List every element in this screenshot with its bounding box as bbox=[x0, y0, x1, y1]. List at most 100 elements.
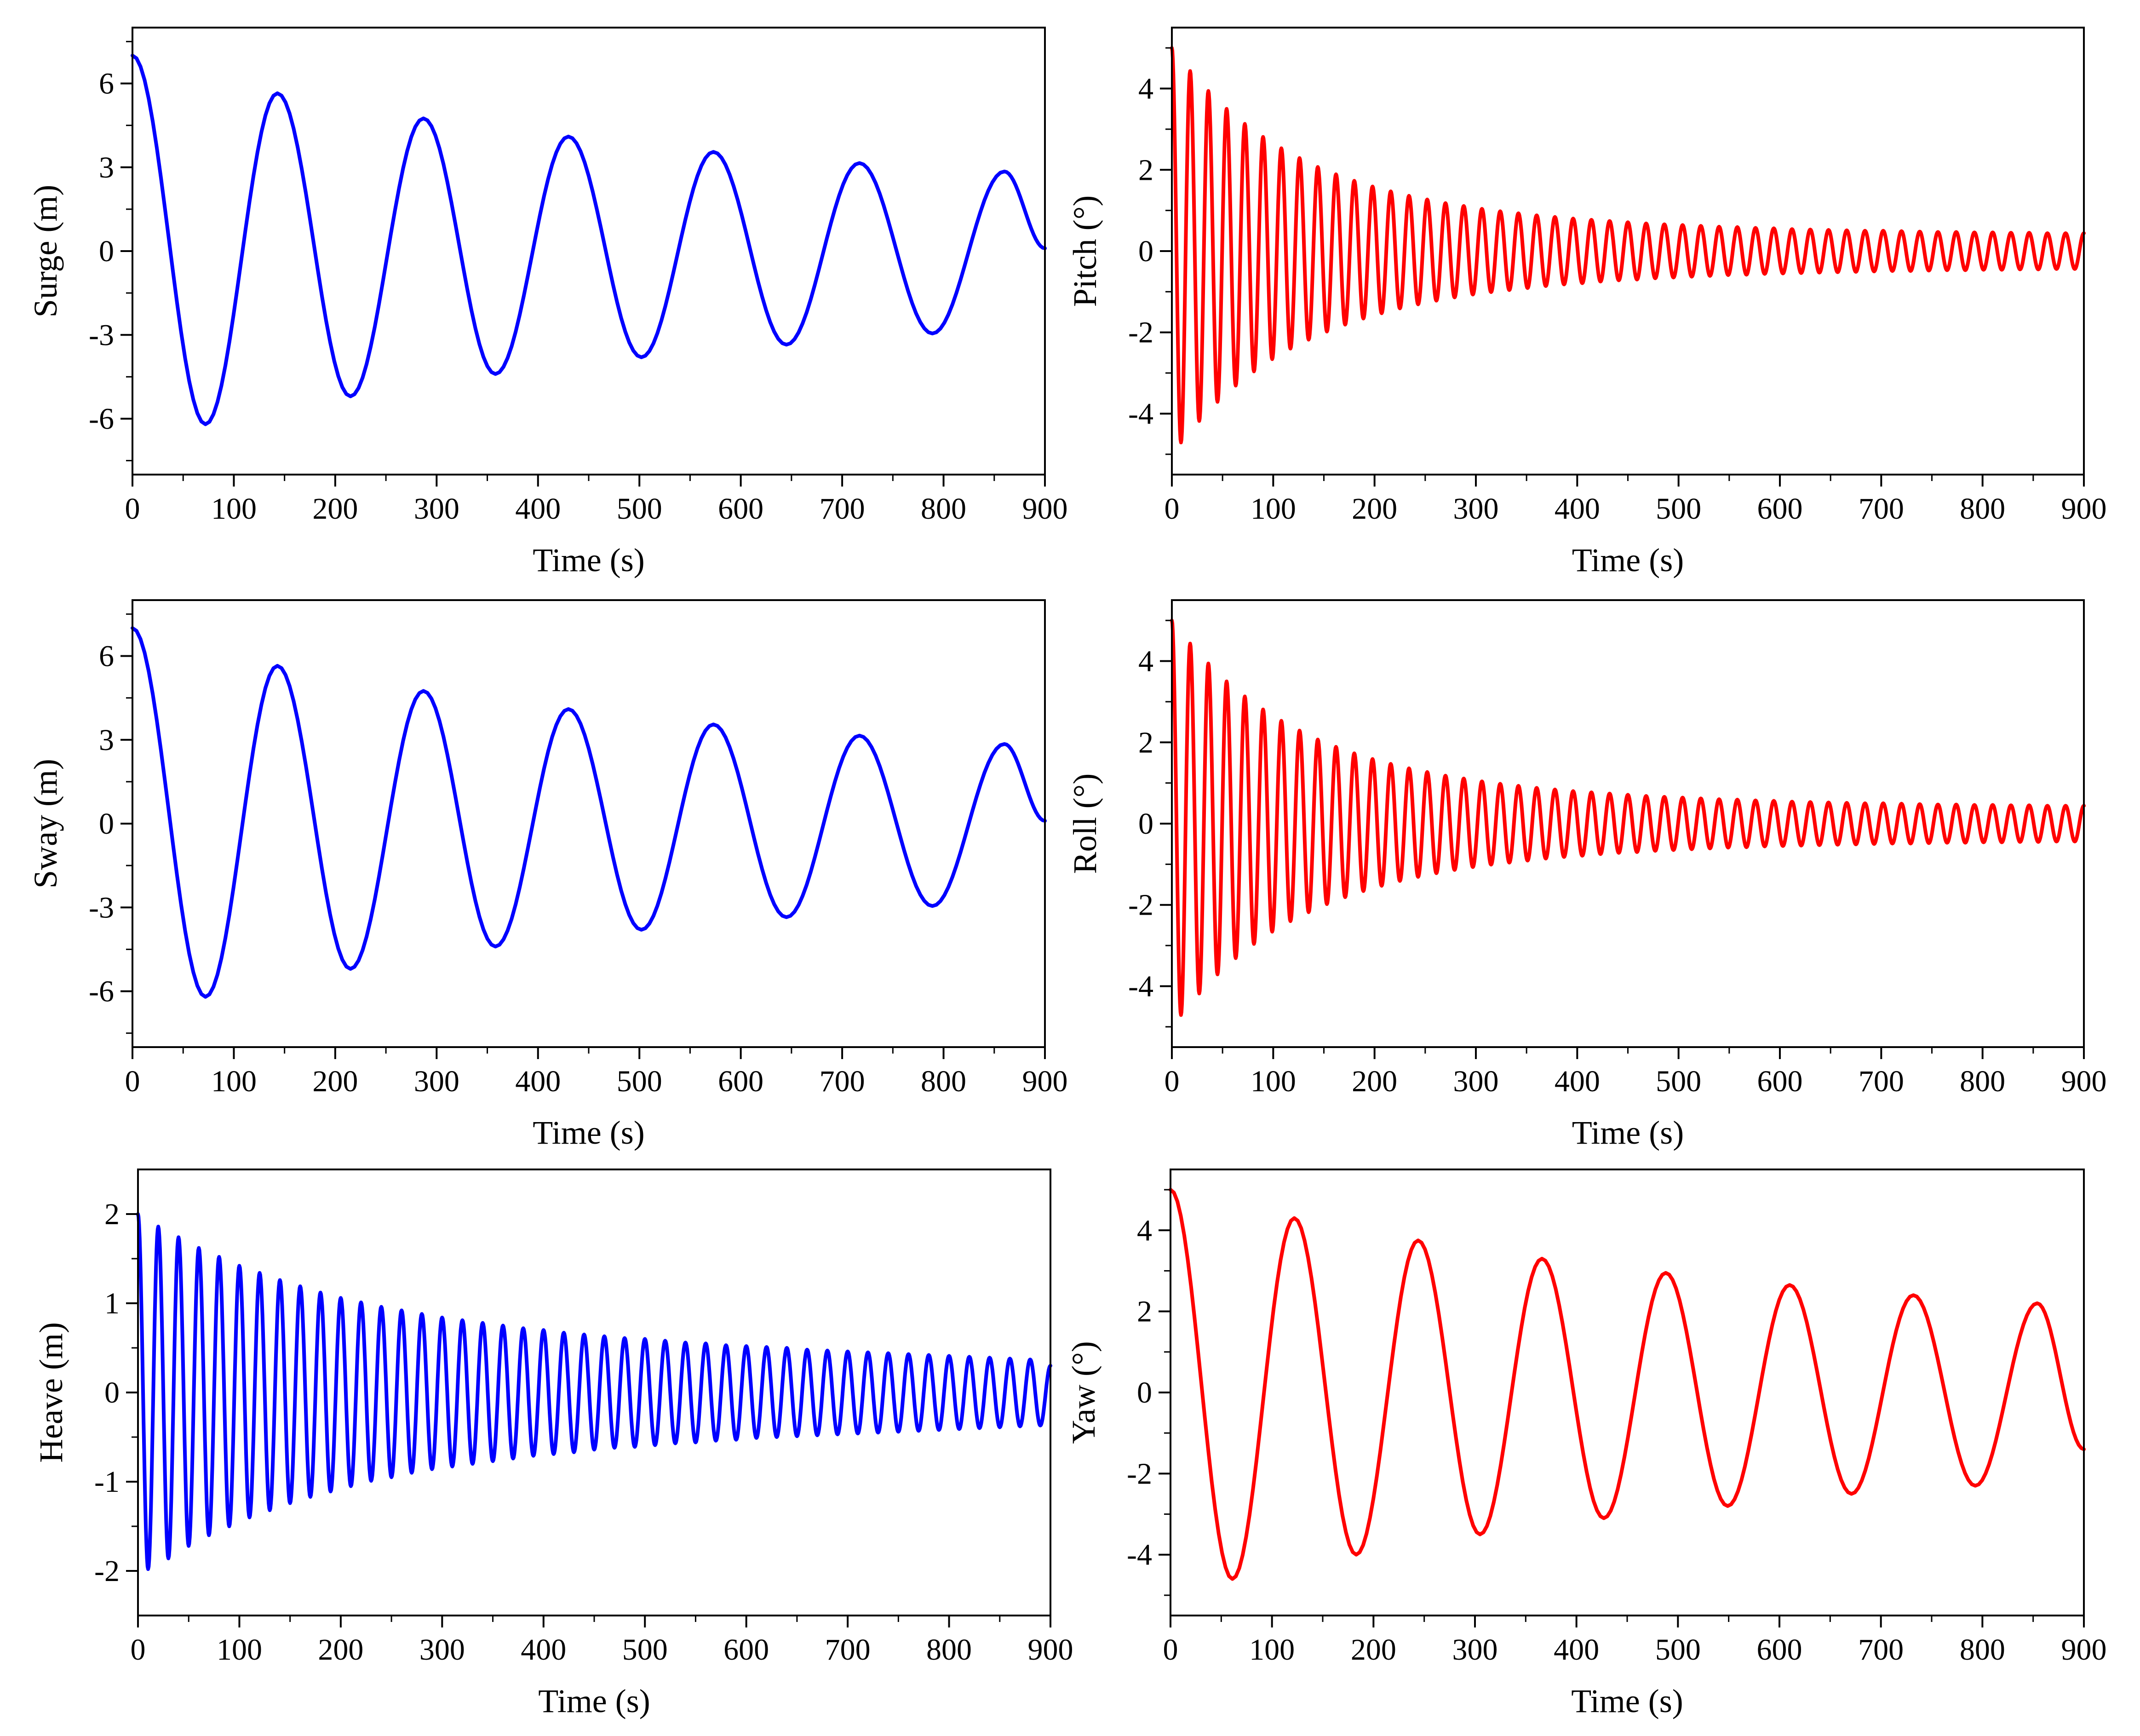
x-tick-label: 400 bbox=[515, 492, 561, 526]
x-tick-label: 0 bbox=[125, 492, 140, 526]
x-tick-label: 900 bbox=[2061, 1065, 2107, 1098]
x-tick-label: 100 bbox=[217, 1633, 262, 1667]
y-axis-title: Pitch (°) bbox=[1067, 195, 1103, 307]
x-tick-label: 400 bbox=[1555, 492, 1600, 526]
x-tick-label: 500 bbox=[1656, 492, 1701, 526]
y-tick-label: 0 bbox=[1138, 235, 1153, 268]
y-tick-label: 3 bbox=[99, 723, 114, 757]
x-tick-label: 500 bbox=[622, 1633, 668, 1667]
series-line bbox=[131, 53, 1047, 426]
y-tick-label: 0 bbox=[99, 807, 114, 841]
x-tick-label: 600 bbox=[1757, 1633, 1802, 1667]
x-tick-label: 700 bbox=[1859, 492, 1904, 526]
series-line bbox=[1170, 46, 2086, 445]
chart-panel: 0 100 200 300 400 500 600 700 800 900 -2 -1 0 1 2 Time … bbox=[33, 1169, 1073, 1719]
x-tick-label: 200 bbox=[1352, 1065, 1397, 1098]
x-tick-label: 600 bbox=[718, 1065, 763, 1098]
x-axis-title: Time (s) bbox=[1572, 542, 1684, 579]
series-line bbox=[136, 1212, 1052, 1571]
x-tick-label: 900 bbox=[1022, 492, 1068, 526]
x-tick-label: 200 bbox=[312, 492, 358, 526]
x-axis-title: Time (s) bbox=[1571, 1683, 1683, 1719]
chart-panel: 0 100 200 300 400 500 600 700 800 900 -4 -2 0 2 4 Time … bbox=[1067, 27, 2107, 579]
y-tick-label: -3 bbox=[89, 891, 114, 924]
x-tick-label: 400 bbox=[515, 1065, 561, 1098]
x-tick-label: 500 bbox=[1656, 1065, 1701, 1098]
x-tick-label: 800 bbox=[921, 492, 966, 526]
y-tick-label: -6 bbox=[89, 402, 114, 436]
y-tick-label: -4 bbox=[1128, 397, 1153, 430]
x-tick-label: 500 bbox=[617, 1065, 662, 1098]
plot-frame bbox=[1170, 1169, 2085, 1616]
y-tick-label: -2 bbox=[1128, 888, 1153, 922]
x-tick-label: 700 bbox=[825, 1633, 871, 1667]
x-tick-label: 800 bbox=[1960, 492, 2005, 526]
x-tick-label: 0 bbox=[125, 1065, 140, 1098]
x-axis-title: Time (s) bbox=[1572, 1114, 1684, 1151]
y-tick-label: 1 bbox=[104, 1287, 120, 1320]
x-tick-label: 700 bbox=[820, 492, 865, 526]
x-tick-label: 500 bbox=[1655, 1633, 1701, 1667]
y-tick-label: 2 bbox=[1138, 726, 1153, 759]
series-line bbox=[1170, 619, 2086, 1017]
x-tick-label: 200 bbox=[1351, 1633, 1396, 1667]
series-line bbox=[1169, 1188, 2086, 1581]
x-tick-label: 0 bbox=[1165, 1065, 1180, 1098]
x-axis-title: Time (s) bbox=[533, 542, 644, 579]
x-tick-label: 600 bbox=[718, 492, 763, 526]
chart-panel: 0 100 200 300 400 500 600 700 800 900 -4 -2 0 2 4 Time … bbox=[1067, 599, 2107, 1151]
y-tick-label: -2 bbox=[94, 1554, 120, 1588]
x-tick-label: 800 bbox=[1960, 1065, 2005, 1098]
x-tick-label: 600 bbox=[723, 1633, 769, 1667]
y-tick-label: -3 bbox=[89, 318, 114, 352]
plot-frame bbox=[1171, 27, 2085, 476]
y-axis-title: Sway (m) bbox=[27, 759, 64, 888]
x-tick-label: 300 bbox=[419, 1633, 465, 1667]
x-tick-label: 100 bbox=[1251, 492, 1296, 526]
y-tick-label: 2 bbox=[104, 1197, 120, 1231]
y-tick-label: 4 bbox=[1138, 645, 1153, 678]
y-tick-label: -2 bbox=[1128, 316, 1153, 349]
x-tick-label: 400 bbox=[1554, 1633, 1599, 1667]
y-tick-label: 2 bbox=[1138, 153, 1153, 187]
x-tick-label: 400 bbox=[521, 1633, 566, 1667]
plot-frame bbox=[132, 599, 1046, 1048]
plot-frame bbox=[132, 27, 1046, 476]
y-tick-label: -4 bbox=[1127, 1538, 1152, 1572]
x-axis-title: Time (s) bbox=[538, 1683, 650, 1719]
x-tick-label: 100 bbox=[1249, 1633, 1295, 1667]
x-tick-label: 400 bbox=[1555, 1065, 1600, 1098]
chart-panel: 0 100 200 300 400 500 600 700 800 900 -4 -2 0 2 4 Time … bbox=[1065, 1169, 2107, 1719]
x-tick-label: 600 bbox=[1757, 1065, 1803, 1098]
y-tick-label: 0 bbox=[1138, 807, 1153, 841]
y-tick-label: -6 bbox=[89, 975, 114, 1008]
x-tick-label: 200 bbox=[1352, 492, 1397, 526]
x-axis-title: Time (s) bbox=[533, 1114, 644, 1151]
x-tick-label: 900 bbox=[1022, 1065, 1068, 1098]
y-tick-label: 0 bbox=[104, 1376, 120, 1409]
x-tick-label: 800 bbox=[1960, 1633, 2005, 1667]
x-tick-label: 0 bbox=[1163, 1633, 1178, 1667]
x-tick-label: 900 bbox=[2061, 1633, 2107, 1667]
x-tick-label: 0 bbox=[131, 1633, 146, 1667]
x-tick-label: 700 bbox=[1858, 1633, 1904, 1667]
x-tick-label: 600 bbox=[1757, 492, 1803, 526]
x-tick-label: 200 bbox=[312, 1065, 358, 1098]
x-tick-label: 300 bbox=[414, 492, 459, 526]
x-tick-label: 800 bbox=[921, 1065, 966, 1098]
y-tick-label: -1 bbox=[94, 1465, 120, 1499]
y-axis-title: Roll (°) bbox=[1067, 773, 1103, 874]
x-tick-label: 900 bbox=[1028, 1633, 1073, 1667]
chart-panel: 0 100 200 300 400 500 600 700 800 900 -6 -3 0 3 6 Time … bbox=[27, 27, 1068, 579]
y-tick-label: 3 bbox=[99, 151, 114, 184]
x-tick-label: 300 bbox=[1452, 1633, 1498, 1667]
y-tick-label: -4 bbox=[1128, 969, 1153, 1003]
x-tick-label: 100 bbox=[1251, 1065, 1296, 1098]
x-tick-label: 300 bbox=[414, 1065, 459, 1098]
series-line bbox=[131, 626, 1047, 999]
x-tick-label: 300 bbox=[1453, 492, 1499, 526]
y-tick-label: 6 bbox=[99, 640, 114, 673]
y-tick-label: -2 bbox=[1127, 1457, 1152, 1490]
y-tick-label: 0 bbox=[99, 235, 114, 268]
y-tick-label: 4 bbox=[1138, 72, 1153, 106]
